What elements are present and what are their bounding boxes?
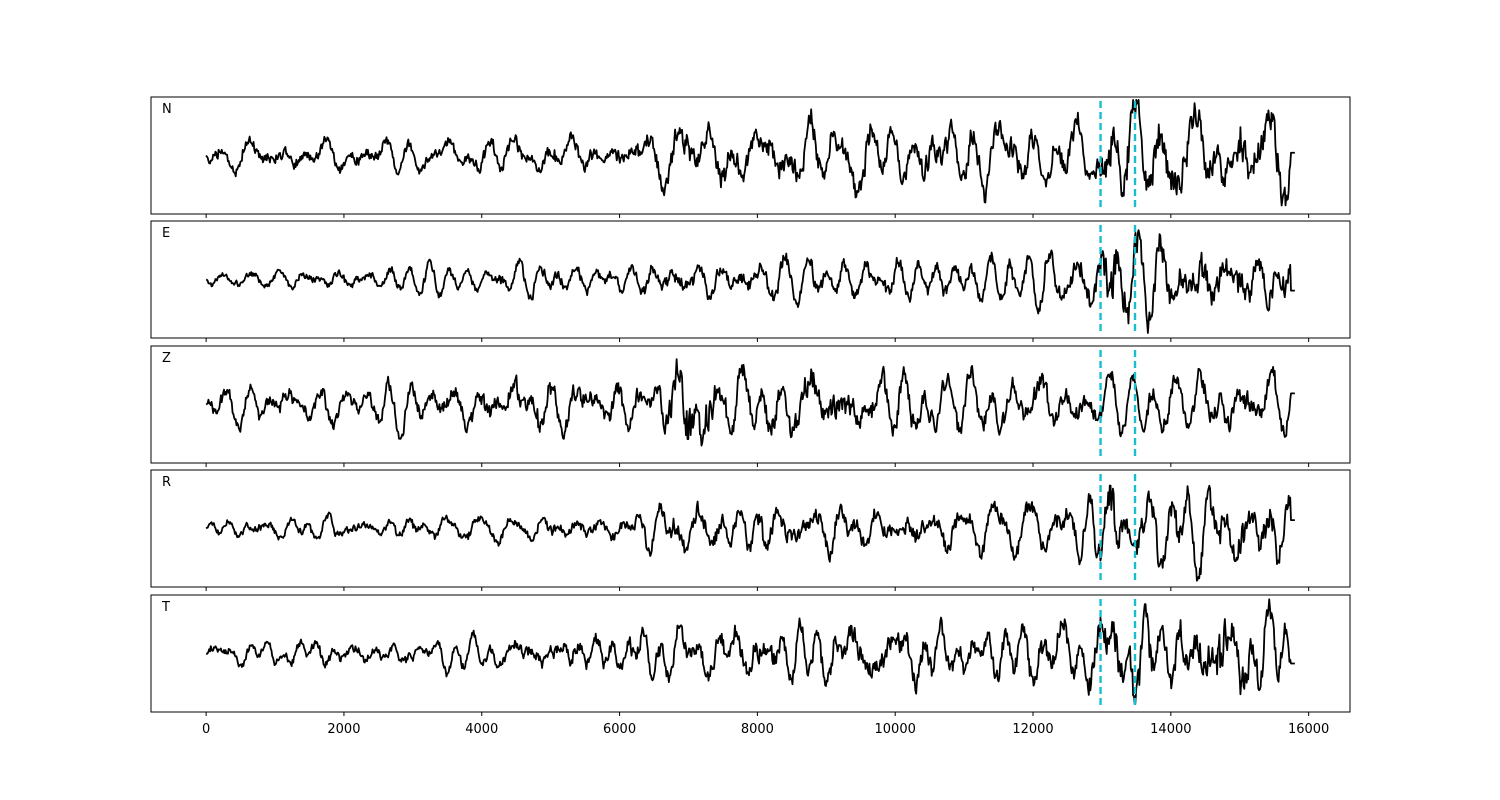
panel-label: R: [162, 475, 171, 490]
trace-t: [205, 598, 1295, 705]
panel-label: Z: [162, 351, 171, 366]
panel-t: T: [150, 594, 1351, 716]
x-tick-label: 0: [202, 722, 210, 737]
x-tick-label: 10000: [875, 722, 916, 737]
panel-frame: [150, 594, 1351, 713]
x-axis: 0 2000 4000 6000 8000 10000 12000 14000 16000: [202, 722, 1329, 737]
panel-frame: [150, 345, 1351, 464]
x-tick-label: 6000: [603, 722, 636, 737]
trace-r: [205, 484, 1295, 582]
panel-frame: [150, 469, 1351, 588]
panel-n: N: [150, 96, 1351, 218]
panel-r: R: [150, 469, 1351, 591]
x-tick-label: 8000: [741, 722, 774, 737]
panels: N E Z R T: [150, 96, 1351, 716]
panel-frame: [150, 220, 1351, 339]
panel-label: N: [162, 102, 172, 117]
trace-n: [205, 99, 1295, 207]
panel-z: Z: [150, 345, 1351, 467]
panel-frame: [150, 96, 1351, 215]
trace-e: [205, 229, 1295, 334]
x-tick-label: 14000: [1150, 722, 1191, 737]
panel-e: E: [150, 220, 1351, 342]
trace-z: [205, 358, 1295, 447]
panel-label: E: [162, 226, 170, 241]
panel-label: T: [161, 600, 170, 615]
x-tick-label: 12000: [1012, 722, 1053, 737]
x-tick-label: 16000: [1288, 722, 1329, 737]
x-tick-label: 2000: [327, 722, 360, 737]
x-tick-label: 4000: [465, 722, 498, 737]
